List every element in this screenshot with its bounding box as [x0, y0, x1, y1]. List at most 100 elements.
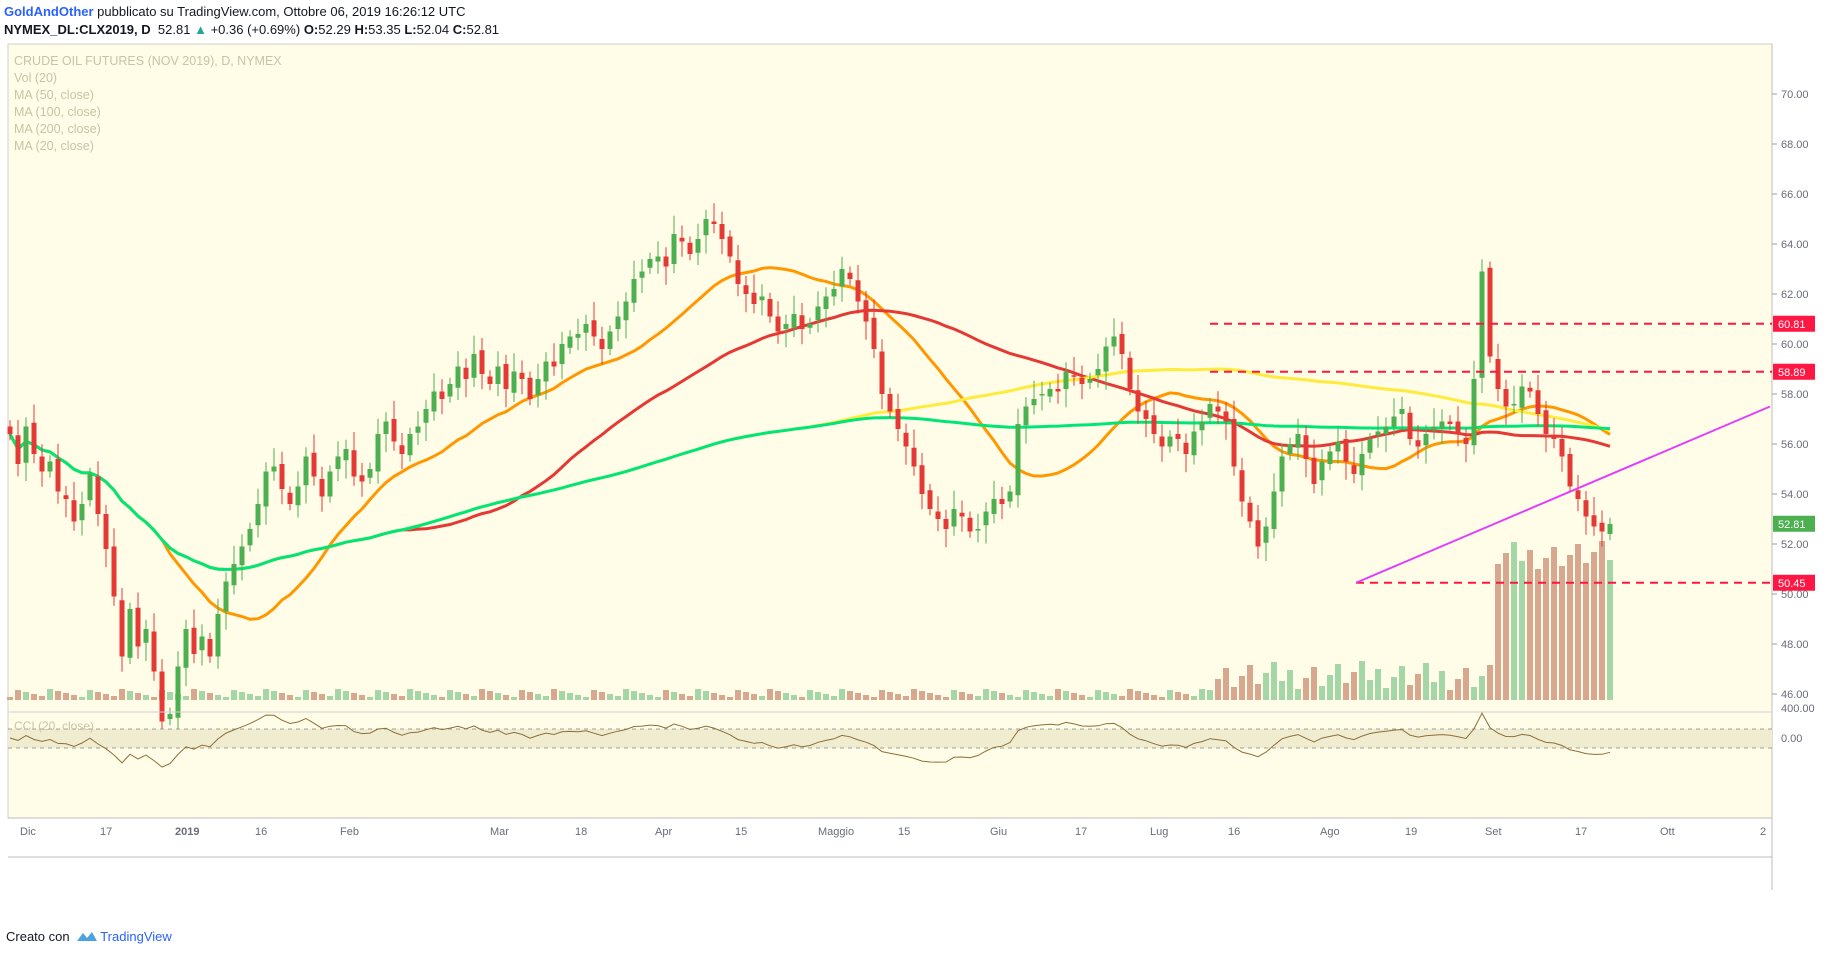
legend-ma100[interactable]: MA (100, close)	[14, 105, 101, 119]
x-tick-label: 2	[1760, 826, 1766, 838]
candle-body	[1407, 412, 1413, 439]
volume-bar	[103, 694, 109, 700]
candle-body	[87, 474, 93, 501]
candle-body	[143, 629, 149, 643]
y-tick-label: 62.00	[1781, 289, 1809, 301]
volume-bar	[119, 689, 125, 700]
candle-body	[1111, 336, 1117, 347]
volume-bar	[791, 695, 797, 700]
volume-bar	[55, 691, 61, 700]
candle-body	[639, 271, 645, 278]
volume-bar	[1063, 691, 1069, 700]
price-chart[interactable]: 46.00 48.00 50.00 52.00 54.00 56.00 58.00 60.00…	[0, 40, 1828, 920]
legend-ma200[interactable]: MA (200, close)	[14, 122, 101, 136]
legend-vol[interactable]: Vol (20)	[14, 71, 58, 85]
volume-bar	[775, 691, 781, 700]
candle-body	[951, 509, 957, 527]
candle-body	[319, 479, 325, 497]
candle-body	[1567, 454, 1573, 487]
x-tick-label: 17	[1075, 826, 1087, 838]
candle-body	[351, 450, 357, 477]
up-arrow-icon: ▲	[194, 22, 207, 37]
volume-bar	[391, 694, 397, 700]
volume-bar	[431, 695, 437, 700]
author-name[interactable]: GoldAndOther	[4, 4, 94, 19]
volume-bar	[1471, 687, 1477, 700]
candle-body	[903, 432, 909, 447]
candle-body	[263, 471, 269, 507]
candle-body	[679, 237, 685, 242]
volume-bar	[231, 690, 237, 700]
candle-body	[543, 361, 549, 382]
volume-bar	[463, 694, 469, 700]
volume-bar	[1423, 663, 1429, 700]
candle-body	[591, 320, 597, 337]
candle-body	[1119, 334, 1125, 354]
legend-ma50[interactable]: MA (50, close)	[14, 88, 94, 102]
volume-bar	[1023, 690, 1029, 700]
cci-tick-label: 400.00	[1781, 703, 1815, 715]
price-level-label: 60.81	[1778, 319, 1806, 331]
volume-bar	[783, 693, 789, 700]
cci-title: CCI (20, close)	[14, 719, 94, 733]
footer: Creato con TradingView	[6, 929, 172, 944]
volume-bar	[623, 689, 629, 700]
candle-body	[807, 324, 813, 328]
candle-body	[1359, 454, 1365, 476]
candle-body	[463, 367, 469, 379]
volume-bar	[1511, 542, 1517, 700]
volume-bar	[63, 693, 69, 700]
x-tick-label: Mar	[490, 826, 509, 838]
y-tick-label: 56.00	[1781, 439, 1809, 451]
volume-bar	[1071, 693, 1077, 700]
candle-body	[967, 517, 973, 532]
candle-body	[743, 285, 749, 294]
candle-body	[919, 465, 925, 494]
candle-body	[1335, 441, 1341, 452]
volume-bar	[31, 694, 37, 700]
volume-bar	[1031, 692, 1037, 700]
candle-body	[231, 564, 237, 586]
volume-bar	[583, 697, 589, 700]
volume-bar	[1007, 695, 1013, 700]
candle-body	[1487, 267, 1493, 357]
volume-bar	[1599, 541, 1605, 700]
candle-body	[111, 546, 117, 597]
candle-body	[1231, 419, 1237, 467]
candle-body	[1199, 421, 1205, 431]
volume-bar	[1047, 696, 1053, 700]
volume-bar	[903, 696, 909, 700]
candle-body	[271, 466, 277, 472]
footer-brand[interactable]: TradingView	[100, 929, 172, 944]
candle-body	[1455, 421, 1461, 434]
candle-body	[1375, 431, 1381, 436]
candle-body	[63, 495, 69, 499]
candle-body	[1511, 404, 1517, 406]
candle-body	[983, 511, 989, 526]
price-level-tag	[1773, 574, 1815, 591]
volume-bar	[1167, 690, 1173, 700]
candle-body	[759, 296, 765, 301]
close-value: 52.81	[466, 22, 500, 37]
volume-bar	[935, 695, 941, 700]
candle-body	[567, 336, 573, 348]
candle-body	[439, 391, 445, 399]
volume-bar	[95, 692, 101, 700]
candle-body	[1175, 434, 1181, 439]
candle-body	[815, 306, 821, 321]
volume-bar	[1247, 665, 1253, 700]
candle-body	[1159, 436, 1165, 447]
volume-bar	[1583, 563, 1589, 700]
candle-body	[943, 519, 949, 529]
volume-bar	[951, 690, 957, 700]
candle-body	[31, 422, 37, 454]
volume-bar	[1535, 569, 1541, 700]
candle-body	[623, 301, 629, 321]
legend-ma20[interactable]: MA (20, close)	[14, 139, 94, 153]
candle-body	[1207, 404, 1213, 418]
volume-bar	[927, 693, 933, 700]
candle-body	[1047, 389, 1053, 397]
candle-body	[751, 292, 757, 304]
volume-bar	[1519, 561, 1525, 700]
chart-area[interactable]: 46.00 48.00 50.00 52.00 54.00 56.00 58.00 60.00…	[0, 40, 1828, 920]
